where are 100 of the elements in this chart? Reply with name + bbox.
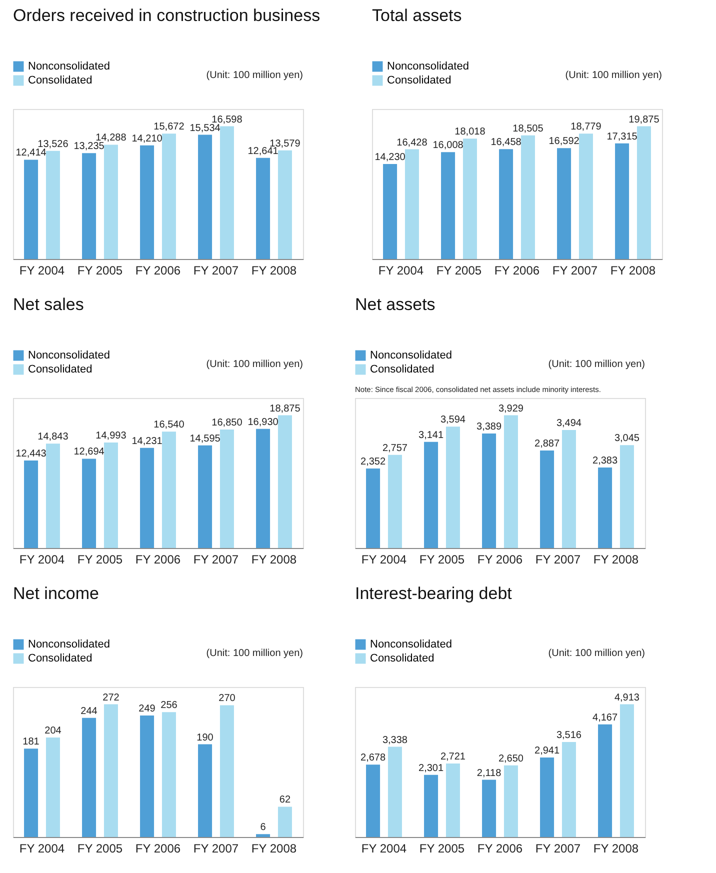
data-label: 3,594: [440, 414, 466, 426]
data-label: 3,389: [476, 422, 502, 432]
data-label: 13,235: [74, 141, 105, 152]
data-label: 6: [260, 822, 266, 834]
bar: [256, 428, 270, 548]
bar: [82, 458, 96, 548]
data-label: 190: [196, 732, 214, 744]
legend-label: Nonconsolidated: [28, 350, 110, 362]
x-tick-label: FY 2006: [477, 842, 523, 856]
data-label: 181: [22, 736, 40, 748]
bar: [404, 149, 419, 259]
data-label: 15,672: [154, 122, 185, 133]
x-tick-label: FY 2008: [251, 842, 297, 856]
data-label: 3,141: [418, 430, 444, 441]
data-label: 244: [80, 706, 98, 717]
legend-label: Consolidated: [387, 74, 452, 86]
x-tick-label: FY 2008: [251, 552, 297, 566]
data-label: 16,458: [490, 137, 522, 148]
data-label: 12,414: [16, 148, 47, 159]
bar: [278, 415, 292, 548]
data-label: 249: [138, 703, 156, 714]
x-tick-label: FY 2008: [593, 552, 639, 566]
bar: [256, 834, 270, 837]
x-tick-label: FY 2004: [361, 552, 407, 566]
data-label: 16,008: [432, 140, 464, 152]
legend-label: Consolidated: [28, 652, 92, 664]
x-tick-label: FY 2007: [193, 264, 239, 278]
chart-title: Orders received in construction business: [13, 6, 320, 25]
bar: [140, 145, 154, 259]
data-label: 4,913: [614, 692, 640, 704]
data-label: 2,352: [360, 456, 386, 468]
bar: [104, 704, 118, 837]
data-label: 12,443: [16, 448, 47, 460]
chart-title: Net assets: [355, 295, 436, 314]
text: (Unit: 100 million yen): [206, 70, 303, 81]
x-tick-label: FY 2004: [378, 264, 424, 278]
text: (Unit: 100 million yen): [206, 648, 303, 659]
bar: [482, 780, 496, 837]
chart-title: Net income: [13, 584, 99, 603]
bar: [598, 467, 612, 548]
x-tick-label: FY 2005: [436, 264, 482, 278]
legend-label: Consolidated: [28, 364, 92, 376]
bar: [220, 126, 234, 259]
bar: [446, 426, 460, 548]
x-tick-label: FY 2008: [610, 264, 656, 278]
bar: [220, 705, 234, 837]
data-label: 204: [44, 725, 62, 736]
bar: [598, 724, 612, 837]
legend-label: Nonconsolidated: [28, 638, 110, 650]
data-label: 14,595: [190, 433, 221, 444]
bar: [24, 160, 38, 259]
text: (Unit: 100 million yen): [548, 359, 645, 370]
x-tick-label: FY 2005: [77, 264, 123, 278]
data-label: 3,494: [556, 418, 582, 429]
legend-label: Consolidated: [28, 74, 92, 86]
bar: [82, 718, 96, 837]
data-label: 2,301: [418, 762, 444, 774]
data-label: 17,315: [606, 131, 638, 142]
chart-title: Net sales: [13, 295, 84, 314]
x-tick-label: FY 2006: [135, 552, 181, 566]
data-label: 2,941: [534, 746, 560, 757]
data-label: 15,534: [190, 122, 221, 134]
bar: [82, 153, 96, 259]
data-label: 2,757: [382, 442, 408, 454]
bar: [504, 415, 518, 548]
data-label: 18,779: [570, 122, 602, 133]
bar: [636, 126, 651, 259]
data-label: 12,694: [74, 446, 105, 458]
bar: [424, 442, 438, 548]
bar: [620, 445, 634, 548]
bar: [562, 742, 576, 837]
data-label: 62: [279, 794, 291, 806]
data-label: 19,875: [628, 114, 660, 126]
text: (Unit: 100 million yen): [206, 359, 303, 370]
data-label: 270: [218, 693, 236, 704]
bar: [620, 704, 634, 837]
bar: [446, 763, 460, 837]
bar: [366, 468, 380, 548]
data-label: 18,505: [512, 123, 544, 134]
bar: [198, 744, 212, 837]
data-label: 16,540: [154, 420, 185, 431]
data-label: 2,721: [440, 751, 466, 762]
x-tick-label: FY 2005: [419, 842, 465, 856]
bar: [104, 442, 118, 548]
legend-label: Nonconsolidated: [387, 60, 469, 72]
bar: [198, 445, 212, 548]
bar: [256, 158, 270, 259]
data-label: 256: [160, 700, 178, 712]
x-tick-label: FY 2004: [361, 842, 407, 856]
legend-label: Nonconsolidated: [370, 350, 452, 362]
bar: [46, 150, 60, 259]
bar: [540, 450, 554, 548]
data-label: 14,230: [374, 152, 406, 163]
x-tick-label: FY 2007: [552, 264, 598, 278]
legend-label: Consolidated: [370, 364, 434, 376]
data-label: 18,875: [270, 403, 301, 414]
data-label: 272: [102, 692, 120, 704]
data-label: 14,210: [132, 133, 163, 144]
data-label: 14,231: [132, 436, 163, 447]
bar: [388, 454, 402, 548]
